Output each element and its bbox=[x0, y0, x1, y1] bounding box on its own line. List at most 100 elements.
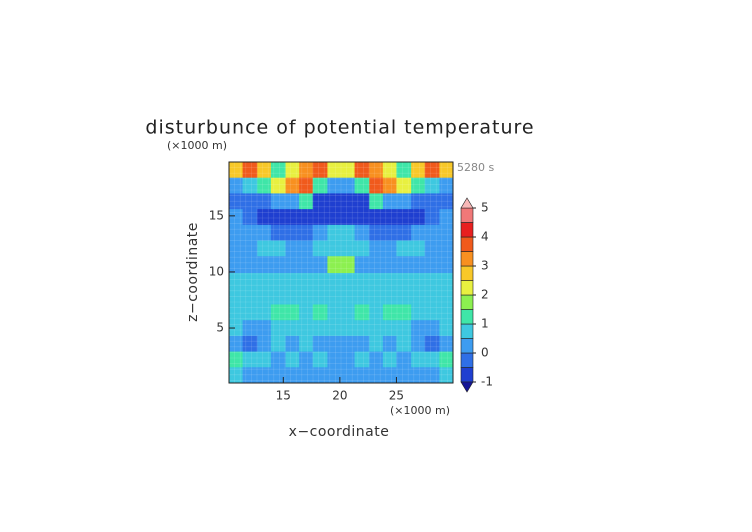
cell bbox=[270, 288, 286, 305]
cell bbox=[354, 304, 370, 321]
cell bbox=[396, 209, 412, 226]
cell bbox=[382, 304, 397, 321]
cell bbox=[411, 320, 426, 337]
colorbar-tick-label: 3 bbox=[481, 259, 489, 273]
cell bbox=[270, 304, 286, 321]
cell bbox=[382, 288, 397, 305]
x-tick-label: 20 bbox=[332, 389, 347, 403]
cell bbox=[312, 320, 328, 337]
cell bbox=[341, 193, 355, 210]
cell bbox=[354, 240, 370, 257]
cell bbox=[424, 162, 440, 179]
cell bbox=[257, 273, 272, 290]
cell bbox=[229, 162, 243, 179]
cell bbox=[354, 209, 370, 226]
cell bbox=[396, 177, 412, 194]
cell bbox=[396, 335, 412, 352]
cell bbox=[257, 320, 272, 337]
cell bbox=[341, 209, 355, 226]
cell bbox=[396, 162, 412, 179]
colorbar-segment bbox=[460, 309, 474, 325]
cell bbox=[411, 351, 426, 368]
cell bbox=[382, 367, 397, 384]
cell bbox=[242, 288, 258, 305]
y-tick-label: 5 bbox=[216, 321, 224, 335]
cell bbox=[424, 367, 440, 384]
cell bbox=[424, 288, 440, 305]
cell bbox=[439, 224, 454, 241]
cell bbox=[242, 351, 258, 368]
cell bbox=[382, 209, 397, 226]
colorbar-segment bbox=[460, 338, 474, 354]
cell bbox=[382, 351, 397, 368]
cell bbox=[270, 193, 286, 210]
cell bbox=[257, 288, 272, 305]
cell bbox=[285, 240, 300, 257]
cell bbox=[424, 256, 440, 274]
cell bbox=[369, 177, 384, 194]
cell bbox=[341, 351, 355, 368]
cell bbox=[257, 304, 272, 321]
cell bbox=[312, 224, 328, 241]
cell bbox=[257, 177, 272, 194]
cell bbox=[396, 273, 412, 290]
cell bbox=[285, 177, 300, 194]
cell bbox=[424, 320, 440, 337]
colorbar-tick-label: 2 bbox=[481, 288, 489, 302]
cell bbox=[257, 240, 272, 257]
cell bbox=[354, 256, 370, 274]
cell bbox=[270, 177, 286, 194]
cell bbox=[439, 162, 454, 179]
cell bbox=[229, 177, 243, 194]
cell bbox=[257, 209, 272, 226]
cell bbox=[257, 367, 272, 384]
cell bbox=[327, 273, 342, 290]
colorbar-tick-label: 0 bbox=[481, 346, 489, 360]
cell bbox=[396, 351, 412, 368]
cell bbox=[382, 224, 397, 241]
plot-frame bbox=[228, 161, 454, 384]
cell bbox=[327, 240, 342, 257]
cell bbox=[299, 240, 314, 257]
cell bbox=[369, 273, 384, 290]
cell bbox=[411, 335, 426, 352]
cell bbox=[369, 335, 384, 352]
cell bbox=[396, 367, 412, 384]
cell bbox=[229, 240, 243, 257]
cell bbox=[341, 256, 355, 274]
colorbar-segment bbox=[460, 251, 474, 267]
cell bbox=[424, 240, 440, 257]
cell bbox=[424, 273, 440, 290]
cell bbox=[285, 224, 300, 241]
y-tick-label: 10 bbox=[209, 264, 224, 278]
cell bbox=[369, 351, 384, 368]
cell bbox=[369, 193, 384, 210]
cell bbox=[411, 193, 426, 210]
cell bbox=[270, 162, 286, 179]
cell bbox=[411, 162, 426, 179]
chart-title: disturbunce of potential temperature bbox=[145, 117, 534, 139]
cell bbox=[369, 240, 384, 257]
cell bbox=[439, 304, 454, 321]
colorbar-under bbox=[460, 381, 474, 393]
cell bbox=[285, 209, 300, 226]
cell bbox=[341, 162, 355, 179]
time-label: 5280 s bbox=[457, 161, 494, 174]
cell bbox=[312, 240, 328, 257]
cell bbox=[312, 209, 328, 226]
cell bbox=[341, 224, 355, 241]
cell bbox=[354, 273, 370, 290]
cell bbox=[312, 193, 328, 210]
cell bbox=[285, 367, 300, 384]
cell bbox=[341, 320, 355, 337]
cell bbox=[439, 351, 454, 368]
colorbar-tick-label: 5 bbox=[481, 201, 489, 215]
cell bbox=[270, 240, 286, 257]
cell bbox=[354, 177, 370, 194]
cell bbox=[229, 256, 243, 274]
cell bbox=[242, 209, 258, 226]
cell bbox=[369, 367, 384, 384]
x-tick-label: 25 bbox=[389, 389, 404, 403]
cell bbox=[341, 288, 355, 305]
cell bbox=[354, 335, 370, 352]
